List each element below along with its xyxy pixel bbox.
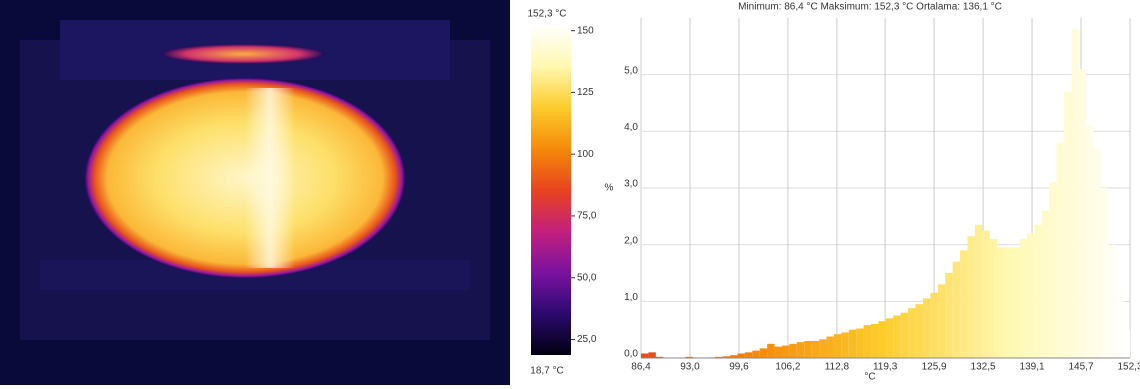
histogram-bar: [923, 299, 930, 359]
histogram-bar: [812, 341, 819, 358]
histogram-bar: [849, 330, 856, 358]
histogram-bar: [797, 342, 804, 358]
histogram-bar: [789, 344, 796, 358]
histogram-bar: [1116, 290, 1123, 358]
y-tick-label: 5,0: [624, 65, 638, 76]
histogram-bar: [1079, 69, 1086, 358]
histogram-bar: [760, 348, 767, 358]
histogram-bar: [745, 352, 752, 358]
page: 152,3 °C 18,7 °C Minimum: 86,4 °C Maksim…: [0, 0, 1140, 389]
histogram-bar: [1034, 225, 1041, 358]
y-tick-label: 3,0: [624, 179, 638, 190]
histogram-bar: [886, 318, 893, 358]
x-tick-label: 152,3: [1117, 362, 1140, 373]
x-tick-label: 93,0: [680, 362, 700, 373]
histogram-bar: [1094, 148, 1101, 358]
histogram-bar: [737, 353, 744, 358]
x-tick-label: 86,4: [631, 362, 651, 373]
colorbar-tick-label: 75,0: [577, 211, 597, 222]
histogram-bar: [1086, 126, 1093, 358]
histogram-bar: [1012, 248, 1019, 359]
colorbar-tick-label: 100: [577, 149, 594, 160]
histogram-bar: [908, 308, 915, 358]
colorbar: [531, 25, 571, 355]
histogram-bar: [916, 304, 923, 358]
histogram-bar: [804, 341, 811, 358]
histogram-bar: [938, 284, 945, 358]
y-tick-label: 0,0: [624, 349, 638, 360]
histogram-bar: [1042, 211, 1049, 358]
x-tick-label: 119,3: [873, 362, 898, 373]
histogram-bar: [1108, 245, 1115, 358]
x-tick-label: 125,9: [922, 362, 947, 373]
x-tick-label: 139,1: [1020, 362, 1045, 373]
histogram-bar: [967, 236, 974, 358]
histogram-bar: [997, 248, 1004, 359]
histogram-bar: [856, 329, 863, 358]
x-axis-label: °C: [864, 372, 875, 383]
y-axis-label: %: [605, 183, 614, 194]
histogram-bar: [945, 273, 952, 358]
colorbar-max: 152,3 °C: [527, 9, 566, 20]
histogram-bar: [1064, 92, 1071, 358]
thermal-image: [0, 0, 510, 385]
histogram-bar: [901, 313, 908, 358]
histogram-bar: [641, 353, 648, 358]
histogram-bar: [767, 344, 774, 358]
histogram-bar: [648, 352, 655, 358]
histogram-bar: [834, 334, 841, 358]
x-tick-label: 99,6: [729, 362, 749, 373]
x-tick-label: 145,7: [1069, 362, 1094, 373]
y-tick-label: 4,0: [624, 122, 638, 133]
histogram-bar: [878, 321, 885, 358]
histogram-bar: [752, 351, 759, 358]
x-tick-label: 106,2: [775, 362, 800, 373]
histogram-bar: [1019, 239, 1026, 358]
histogram-bar: [1057, 143, 1064, 358]
histogram-bar: [1101, 188, 1108, 358]
colorbar-min: 18,7 °C: [530, 366, 563, 377]
colorbar-tick-label: 50,0: [577, 272, 597, 283]
histogram-bar: [775, 347, 782, 358]
y-tick-label: 2,0: [624, 235, 638, 246]
y-tick-label: 1,0: [624, 292, 638, 303]
histogram-bar: [930, 293, 937, 358]
histogram-bar: [1049, 182, 1056, 358]
x-tick-label: 112,8: [825, 362, 850, 373]
histogram-bar: [864, 325, 871, 358]
chart-title: Minimum: 86,4 °C Maksimum: 152,3 °C Orta…: [738, 2, 1002, 13]
histogram-bar: [1027, 233, 1034, 358]
histogram-bar: [827, 336, 834, 358]
histogram-bar: [990, 239, 997, 358]
histogram-bar: [953, 262, 960, 358]
colorbar-tick-label: 150: [577, 25, 594, 36]
histogram-bar: [871, 324, 878, 358]
histogram-bar: [819, 339, 826, 358]
histogram-bar: [975, 225, 982, 358]
histogram-bar: [1071, 29, 1078, 358]
histogram-bar: [1123, 330, 1130, 358]
histogram-bar: [893, 316, 900, 359]
colorbar-tick-label: 125: [577, 87, 594, 98]
histogram-bar: [1005, 248, 1012, 359]
histogram-bar: [782, 346, 789, 358]
histogram-bar: [960, 250, 967, 358]
colorbar-tick-label: 25,0: [577, 334, 597, 345]
histogram-bar: [841, 333, 848, 359]
x-tick-label: 132,5: [971, 362, 996, 373]
histogram-bar: [982, 231, 989, 359]
